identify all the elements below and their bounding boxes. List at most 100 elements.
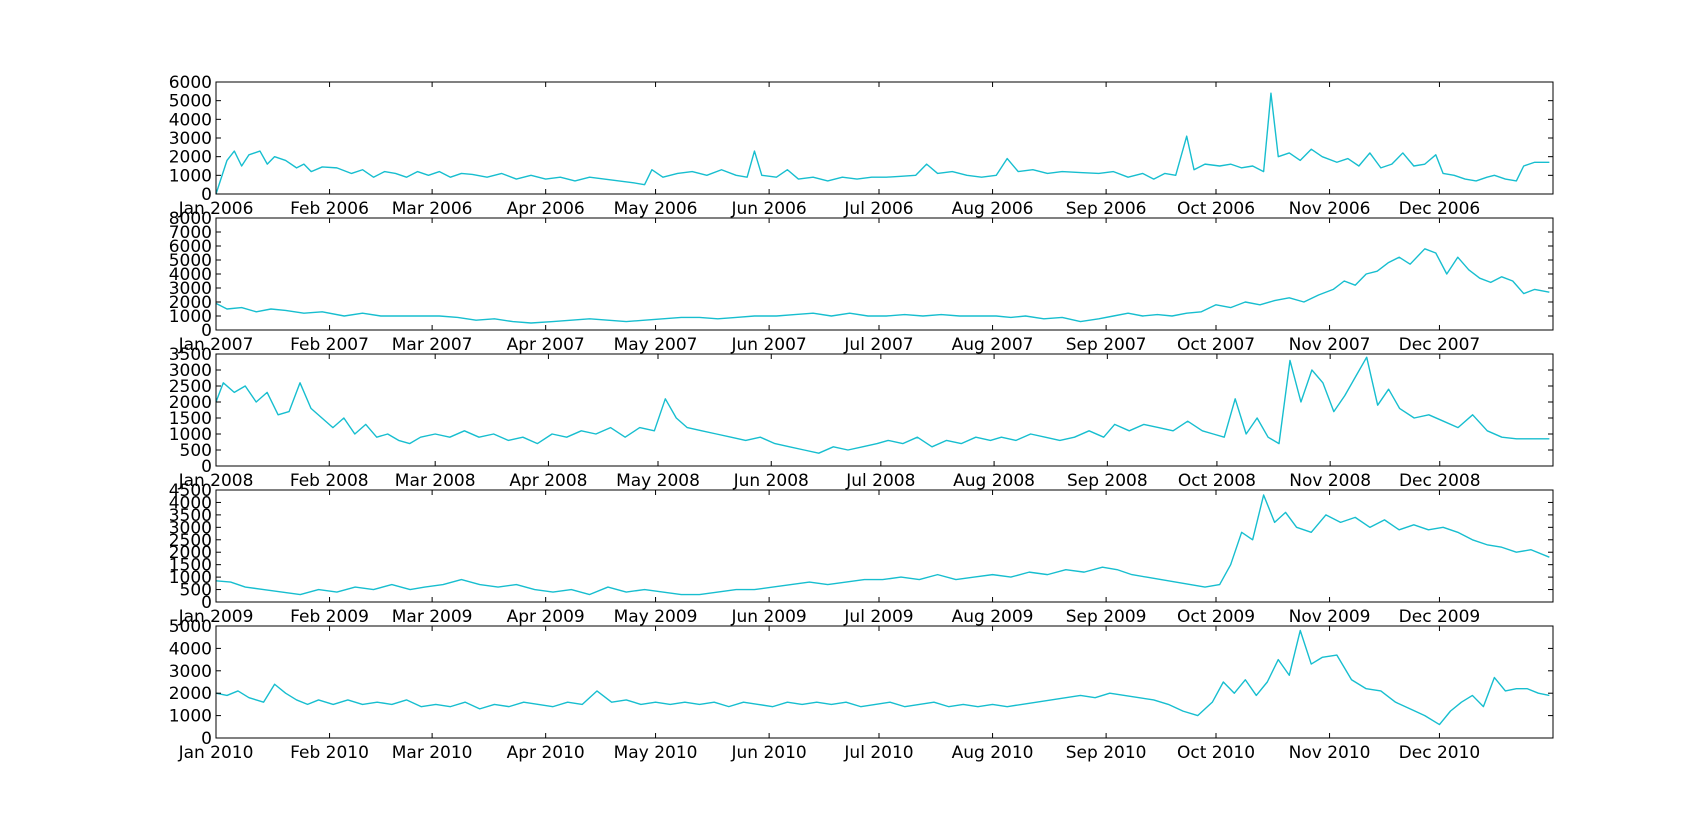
y-tick-label: 4000 xyxy=(169,110,212,130)
series-line-1 xyxy=(215,629,1550,726)
axes-frame xyxy=(215,489,1554,603)
y-tick-label: 7000 xyxy=(169,223,212,243)
x-tick-label: Jun 2007 xyxy=(730,335,806,355)
y-tick-label: 2000 xyxy=(169,293,212,313)
y-tick-label: 2500 xyxy=(169,377,212,397)
x-tick-label: May 2007 xyxy=(614,335,698,355)
y-tick-label: 2000 xyxy=(169,543,212,563)
x-tick-label: Feb 2006 xyxy=(290,199,369,219)
y-tick-label: 0 xyxy=(201,321,212,341)
x-tick-label: Nov 2008 xyxy=(1289,471,1371,491)
axes-frame xyxy=(215,217,1554,331)
x-tick-label: Jun 2008 xyxy=(733,471,809,491)
x-tick-label: Feb 2007 xyxy=(290,335,369,355)
y-tick-label: 6000 xyxy=(169,237,212,257)
x-tick-label: Oct 2008 xyxy=(1178,471,1256,491)
x-tick-label: Sep 2006 xyxy=(1066,199,1147,219)
x-tick-label: Oct 2007 xyxy=(1177,335,1255,355)
x-tick-label: Dec 2007 xyxy=(1399,335,1481,355)
x-tick-label: Nov 2007 xyxy=(1289,335,1371,355)
x-tick-label: Dec 2008 xyxy=(1399,471,1481,491)
x-tick-label: Feb 2009 xyxy=(290,607,369,627)
x-tick-label: Sep 2008 xyxy=(1067,471,1148,491)
y-tick-label: 3500 xyxy=(169,506,212,526)
x-tick-label: May 2009 xyxy=(614,607,698,627)
x-tick-label: Jul 2007 xyxy=(843,335,913,355)
y-tick-label: 500 xyxy=(180,581,212,601)
x-tick-label: Jul 2009 xyxy=(843,607,913,627)
x-tick-label: Mar 2010 xyxy=(392,743,473,763)
x-tick-label: Aug 2007 xyxy=(952,335,1034,355)
y-tick-label: 3000 xyxy=(169,129,212,149)
y-tick-label: 2000 xyxy=(169,393,212,413)
y-tick-label: 8000 xyxy=(169,209,212,229)
x-tick-label: Sep 2007 xyxy=(1066,335,1147,355)
x-tick-label: Nov 2006 xyxy=(1289,199,1371,219)
x-tick-label: May 2010 xyxy=(614,743,698,763)
y-tick-label: 2000 xyxy=(169,148,212,168)
x-tick-label: Nov 2010 xyxy=(1289,743,1371,763)
x-tick-label: Aug 2008 xyxy=(953,471,1035,491)
y-tick-label: 5000 xyxy=(169,92,212,112)
x-tick-label: Aug 2006 xyxy=(952,199,1034,219)
y-tick-label: 0 xyxy=(201,185,212,205)
x-tick-label: Dec 2009 xyxy=(1399,607,1481,627)
x-tick-label: Jun 2006 xyxy=(730,199,806,219)
y-tick-label: 2000 xyxy=(169,684,212,704)
x-tick-label: Apr 2010 xyxy=(507,743,585,763)
y-tick-label: 3500 xyxy=(169,345,212,365)
x-tick-label: Jan 2006 xyxy=(178,199,254,219)
x-tick-label: Apr 2009 xyxy=(507,607,585,627)
x-tick-label: Sep 2009 xyxy=(1066,607,1147,627)
x-tick-label: Nov 2009 xyxy=(1289,607,1371,627)
y-tick-label: 1000 xyxy=(169,307,212,327)
x-tick-label: Jul 2010 xyxy=(843,743,913,763)
series-line-1 xyxy=(215,494,1550,596)
series-line-1 xyxy=(215,248,1550,324)
axes-frame xyxy=(215,353,1554,467)
x-tick-label: Jun 2010 xyxy=(730,743,806,763)
x-tick-label: Dec 2010 xyxy=(1399,743,1481,763)
x-tick-label: Feb 2008 xyxy=(290,471,369,491)
x-tick-label: Dec 2006 xyxy=(1399,199,1481,219)
x-tick-label: Sep 2010 xyxy=(1066,743,1147,763)
y-tick-label: 1500 xyxy=(169,556,212,576)
y-tick-label: 4500 xyxy=(169,481,212,501)
y-tick-label: 1000 xyxy=(169,568,212,588)
y-tick-label: 5000 xyxy=(169,617,212,637)
y-tick-label: 6000 xyxy=(169,73,212,93)
y-tick-label: 1000 xyxy=(169,166,212,186)
x-tick-label: Jan 2008 xyxy=(178,471,254,491)
series-line-1 xyxy=(215,356,1550,454)
x-tick-label: Feb 2010 xyxy=(290,743,369,763)
x-tick-label: Mar 2008 xyxy=(395,471,476,491)
y-tick-label: 500 xyxy=(180,441,212,461)
y-tick-label: 3000 xyxy=(169,361,212,381)
x-tick-label: Mar 2006 xyxy=(392,199,473,219)
x-tick-label: Oct 2009 xyxy=(1177,607,1255,627)
y-tick-label: 0 xyxy=(201,593,212,613)
y-tick-label: 1000 xyxy=(169,707,212,727)
x-tick-label: May 2006 xyxy=(614,199,698,219)
x-tick-label: Aug 2010 xyxy=(952,743,1034,763)
y-tick-label: 4000 xyxy=(169,265,212,285)
y-tick-label: 3000 xyxy=(169,518,212,538)
x-tick-label: Jun 2009 xyxy=(730,607,806,627)
y-tick-label: 0 xyxy=(201,729,212,749)
x-tick-label: Jan 2010 xyxy=(178,743,254,763)
y-tick-label: 0 xyxy=(201,457,212,477)
x-tick-label: Aug 2009 xyxy=(952,607,1034,627)
y-tick-label: 4000 xyxy=(169,639,212,659)
x-tick-label: Jul 2008 xyxy=(845,471,915,491)
y-tick-label: 2500 xyxy=(169,531,212,551)
x-tick-label: Oct 2006 xyxy=(1177,199,1255,219)
x-tick-label: Oct 2010 xyxy=(1177,743,1255,763)
x-tick-label: Jan 2009 xyxy=(178,607,254,627)
y-tick-label: 1500 xyxy=(169,409,212,429)
x-tick-label: Apr 2007 xyxy=(507,335,585,355)
